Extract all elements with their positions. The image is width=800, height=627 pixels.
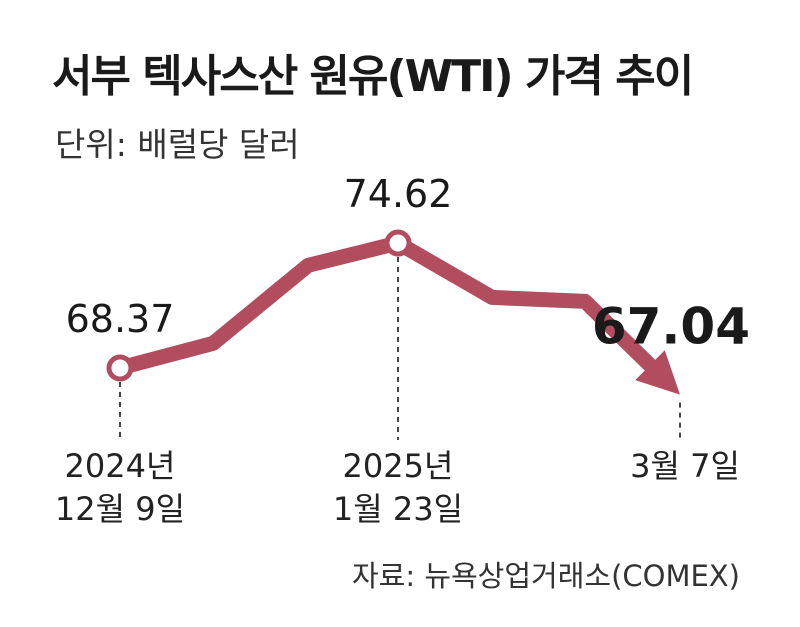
x-tick-label: 1월 23일 bbox=[333, 490, 463, 528]
source-note: 자료: 뉴욕상업거래소(COMEX) bbox=[351, 559, 740, 593]
series-line-path bbox=[112, 235, 658, 376]
value-label: 68.37 bbox=[66, 297, 175, 341]
point-marker bbox=[106, 354, 134, 382]
unit-label: 단위: 배럴당 달러 bbox=[55, 125, 300, 164]
markers bbox=[106, 229, 680, 395]
guide-lines bbox=[119, 257, 681, 440]
value-label: 74.62 bbox=[344, 172, 453, 216]
point-marker bbox=[384, 229, 412, 257]
x-tick-label: 2025년 bbox=[343, 447, 454, 485]
chart-title: 서부 텍사스산 원유(WTI) 가격 추이 bbox=[52, 51, 694, 102]
series-line bbox=[112, 235, 658, 376]
value-labels: 68.37 74.62 67.04 bbox=[66, 172, 750, 356]
value-label: 67.04 bbox=[592, 298, 750, 356]
arrowhead-marker bbox=[635, 350, 680, 395]
x-tick-label: 12월 9일 bbox=[55, 490, 185, 528]
x-axis-labels: 2024년 12월 9일 2025년 1월 23일 3월 7일 bbox=[55, 447, 740, 528]
x-tick-label: 3월 7일 bbox=[630, 447, 740, 485]
x-tick-label: 2024년 bbox=[65, 447, 176, 485]
